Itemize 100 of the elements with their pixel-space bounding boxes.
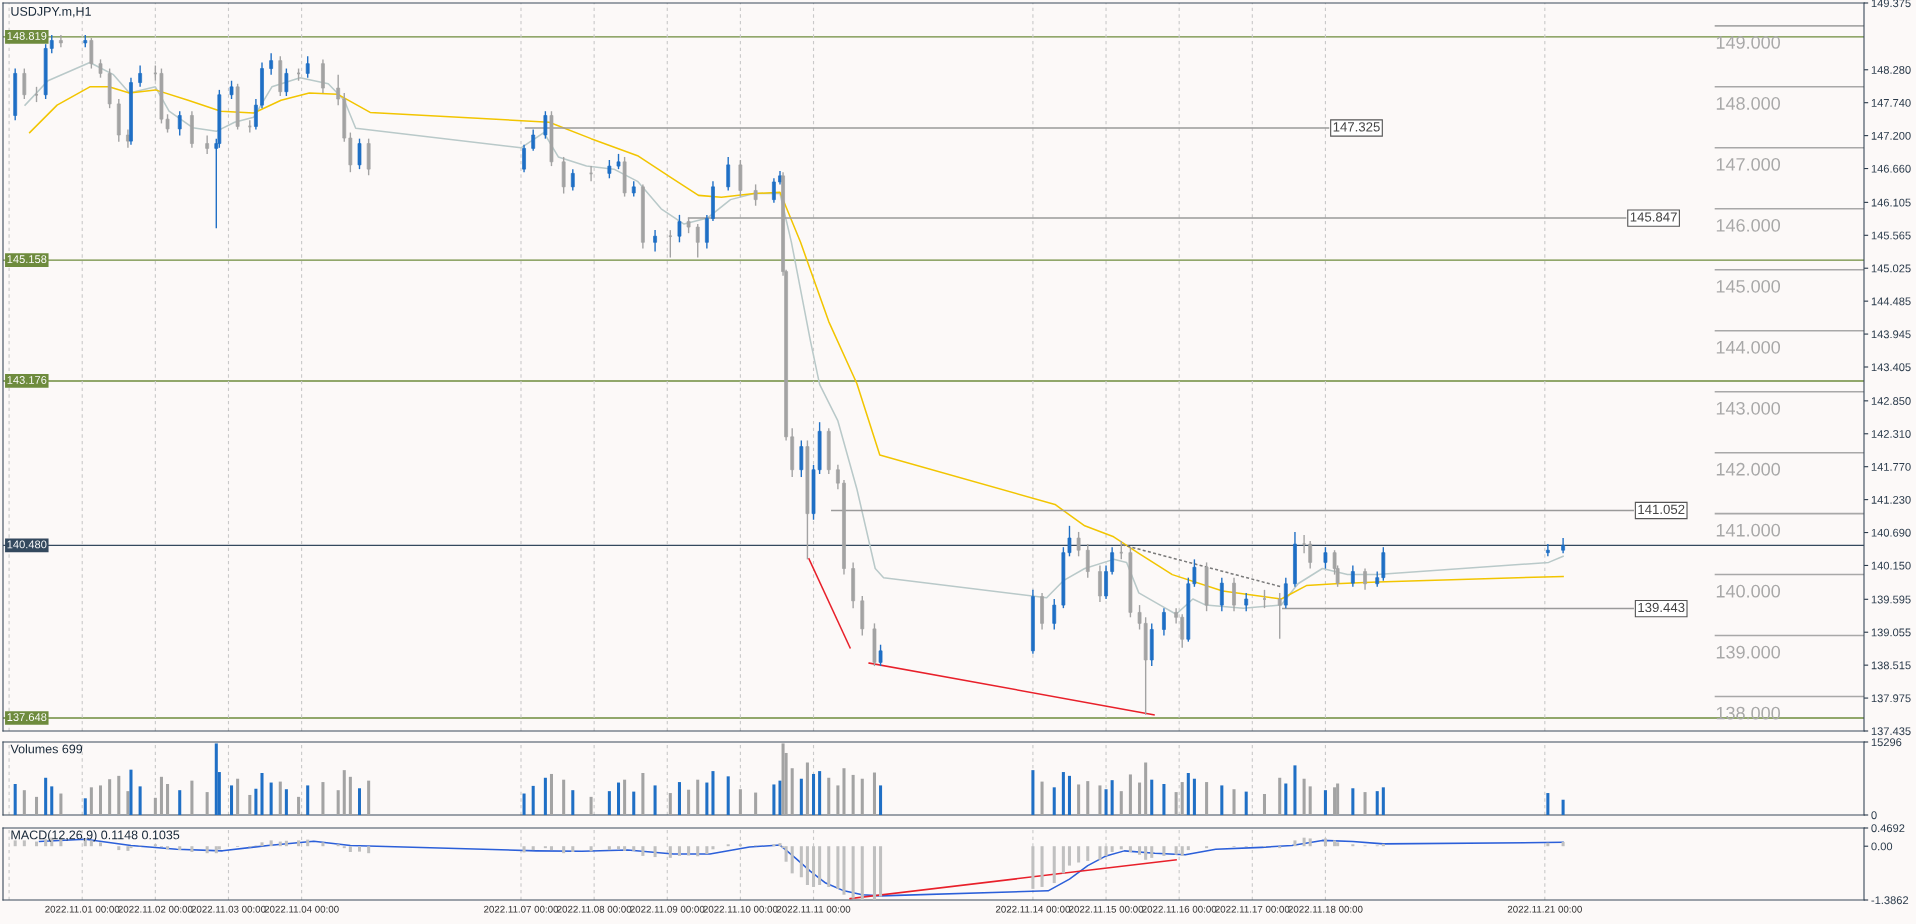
bar	[696, 846, 700, 857]
bar	[1308, 838, 1312, 847]
series-label: 149.000	[1716, 36, 1781, 49]
y-tick-label: 141.230	[1871, 495, 1911, 504]
bar	[205, 846, 209, 854]
candlestick	[138, 64, 142, 88]
candlestick	[522, 144, 526, 173]
bar	[1162, 846, 1166, 856]
y-tick-label: 141.770	[1871, 462, 1911, 471]
y-tick-label: 146.660	[1871, 164, 1911, 173]
candlestick	[59, 34, 63, 48]
bar	[1110, 780, 1114, 815]
bar	[269, 782, 273, 815]
bar	[812, 773, 816, 815]
candlestick	[357, 137, 362, 170]
y-tick-label: 147.740	[1871, 98, 1911, 107]
bar	[13, 840, 17, 847]
candlestick	[229, 80, 234, 100]
candlestick	[1350, 564, 1355, 588]
bar	[653, 846, 657, 858]
x-tick-label: 2022.11.07 00:00	[484, 905, 559, 913]
bar	[687, 846, 691, 856]
y-tick-label: -1.3862	[1871, 896, 1909, 905]
bar	[1205, 782, 1209, 815]
bar	[306, 839, 310, 847]
bar	[842, 768, 846, 815]
bar	[98, 785, 103, 815]
bar	[799, 846, 803, 878]
bar	[827, 846, 831, 887]
candlestick	[305, 55, 310, 79]
bar	[784, 846, 788, 862]
bar	[1186, 773, 1190, 815]
bar	[668, 793, 672, 815]
x-tick-label: 2022.11.09 00:00	[630, 905, 705, 913]
y-tick-label: 143.405	[1871, 363, 1911, 372]
bar	[190, 846, 194, 853]
bar	[117, 846, 121, 851]
y-tick-label: 137.435	[1871, 727, 1911, 736]
bar	[799, 778, 803, 815]
bar	[254, 788, 258, 815]
bar	[1067, 846, 1071, 866]
bar	[1174, 792, 1178, 815]
candlestick	[1180, 613, 1185, 649]
bar	[653, 785, 657, 815]
candlestick	[98, 58, 103, 79]
bar	[641, 773, 645, 815]
x-tick-label: 2022.11.16 00:00	[1142, 905, 1217, 913]
bar	[571, 846, 575, 853]
bar	[531, 785, 535, 815]
bar	[1150, 779, 1154, 815]
bar	[166, 783, 170, 815]
y-tick-label: 0.4692	[1871, 824, 1905, 833]
chart-title: MACD(12,26,9) 0.1148 0.1035	[11, 830, 180, 842]
bar	[1333, 787, 1337, 815]
candlestick	[1363, 567, 1367, 591]
bar	[1119, 791, 1123, 815]
bar	[549, 846, 553, 851]
annotation: 145.847	[1630, 212, 1677, 222]
bar	[1119, 846, 1123, 850]
candlestick	[607, 159, 612, 179]
bar	[367, 780, 371, 815]
bar	[166, 846, 170, 850]
bar	[607, 791, 611, 815]
series-label: 148.000	[1716, 97, 1781, 110]
y-tick-label: 0	[1871, 811, 1877, 820]
bar	[278, 781, 282, 815]
bar	[1186, 846, 1190, 851]
candlestick	[836, 464, 840, 490]
bar	[1040, 846, 1044, 887]
bar	[1086, 781, 1090, 815]
chart-title: Volumes 699	[10, 744, 83, 754]
bar	[248, 794, 252, 815]
bar	[1293, 840, 1297, 847]
x-tick-label: 2022.11.15 00:00	[1069, 905, 1144, 913]
bar	[1278, 777, 1282, 815]
bar	[1302, 778, 1306, 815]
bar	[754, 792, 758, 815]
series-label: 140.000	[1716, 584, 1781, 598]
bar	[89, 787, 93, 815]
x-tick-label: 2022.11.01 00:00	[45, 905, 120, 913]
x-tick-label: 2022.11.08 00:00	[557, 905, 632, 913]
ref-line-label: 143.176	[7, 376, 47, 384]
y-tick-label: 0.00	[1871, 842, 1893, 851]
bar	[22, 790, 26, 815]
bar	[805, 846, 809, 886]
x-tick-label: 2022.11.21 00:00	[1507, 905, 1582, 913]
bar	[1302, 837, 1306, 847]
bar	[1375, 791, 1379, 815]
candlestick	[772, 177, 776, 204]
candlestick	[89, 37, 94, 70]
series-label: 139.000	[1716, 645, 1781, 659]
candlestick	[1244, 592, 1249, 612]
bar	[879, 785, 883, 815]
candlestick	[653, 229, 657, 253]
bar	[1381, 787, 1385, 815]
bar	[1052, 846, 1056, 884]
candlestick	[254, 98, 258, 131]
candlestick	[22, 67, 27, 100]
bar	[1561, 799, 1565, 815]
bar	[641, 846, 645, 856]
